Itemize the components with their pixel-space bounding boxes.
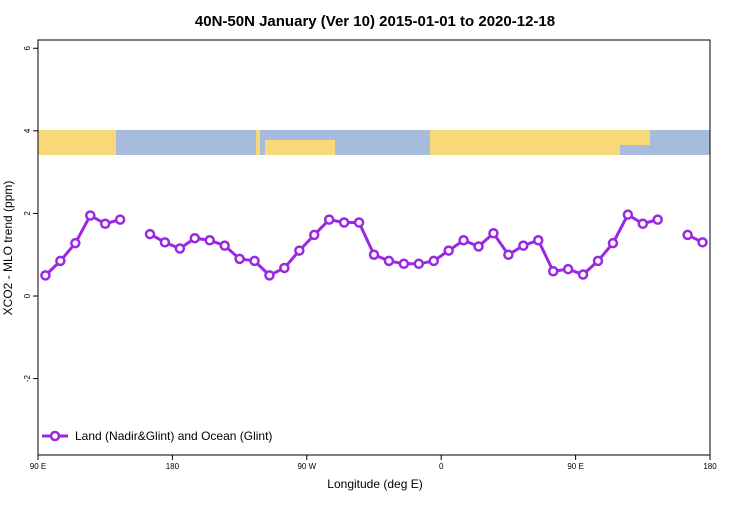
data-point <box>637 218 649 230</box>
data-point <box>622 209 634 220</box>
data-point <box>323 214 335 225</box>
y-tick-label: 0 <box>23 293 32 298</box>
data-point <box>577 269 589 280</box>
data-point <box>70 237 81 249</box>
data-point <box>518 240 529 251</box>
data-point <box>204 235 215 246</box>
data-point <box>219 240 230 251</box>
x-tick-label: 90 E <box>567 462 583 471</box>
data-point <box>383 255 395 267</box>
legend-label: Land (Nadir&Glint) and Ocean (Glint) <box>75 429 272 443</box>
data-point <box>607 237 619 249</box>
data-point <box>279 262 290 274</box>
data-point <box>562 263 574 275</box>
data-point <box>144 228 156 240</box>
legend-marker <box>49 430 61 442</box>
data-point <box>652 214 663 225</box>
data-point <box>353 217 365 228</box>
data-point <box>503 249 514 260</box>
y-tick-label: -2 <box>23 375 32 383</box>
data-point <box>40 270 51 281</box>
data-point <box>413 258 425 270</box>
x-tick-label: 0 <box>439 462 444 471</box>
x-tick-label: 180 <box>703 462 717 471</box>
y-tick-label: 2 <box>23 211 32 216</box>
x-tick-label: 180 <box>166 462 180 471</box>
x-axis-label: Longitude (deg E) <box>327 477 422 491</box>
data-point <box>249 255 260 267</box>
plot-frame <box>37 39 711 456</box>
data-point <box>85 210 96 221</box>
data-point <box>159 237 171 248</box>
data-point <box>114 214 126 225</box>
y-axis-label: XCO2 - MLO trend (ppm) <box>1 181 15 316</box>
data-point <box>488 228 499 239</box>
y-tick-label: 4 <box>23 128 32 133</box>
data-point <box>294 245 305 256</box>
data-point <box>264 270 275 281</box>
data-point <box>309 229 320 241</box>
data-point <box>682 229 693 241</box>
data-point <box>398 258 410 270</box>
data-point <box>592 255 604 267</box>
data-point <box>533 235 544 246</box>
data-point <box>174 243 186 254</box>
data-point <box>428 255 439 267</box>
data-point <box>697 237 708 248</box>
chart-title: 40N-50N January (Ver 10) 2015-01-01 to 2… <box>195 13 555 30</box>
x-tick-label: 90 W <box>297 462 316 471</box>
data-point <box>99 218 111 230</box>
data-point <box>368 249 380 260</box>
data-point <box>443 245 454 256</box>
x-tick-label: 90 E <box>30 462 46 471</box>
data-point <box>473 241 484 252</box>
data-point <box>234 253 245 265</box>
data-point <box>458 235 469 246</box>
y-tick-label: 6 <box>23 45 32 50</box>
data-point <box>338 217 350 228</box>
data-point <box>547 265 559 277</box>
map-strip <box>38 130 710 155</box>
data-point <box>189 232 201 244</box>
data-point <box>55 255 66 267</box>
